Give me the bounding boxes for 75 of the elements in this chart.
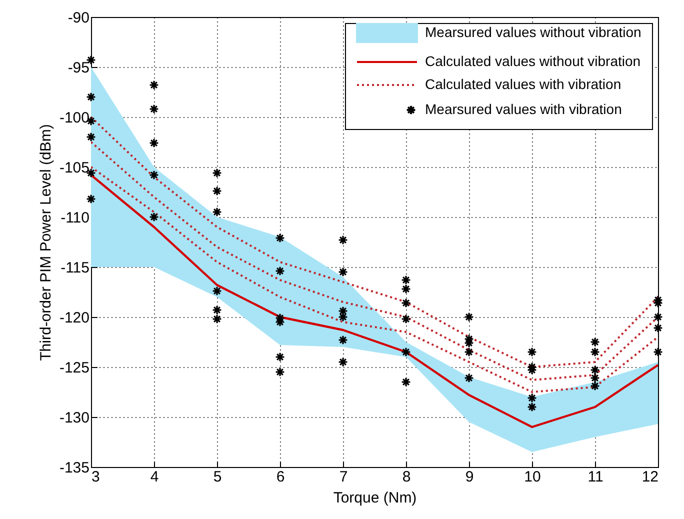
- y-tick-label: -90: [68, 10, 90, 26]
- point: [149, 104, 159, 114]
- point: [86, 132, 96, 142]
- legend-label: Calculated values with vibration: [425, 76, 622, 92]
- x-tick-label: 7: [339, 468, 348, 486]
- point: [464, 312, 474, 322]
- x-tick-label: 3: [92, 468, 100, 486]
- point: [401, 284, 411, 294]
- legend-label: Calculated values without vibration: [425, 53, 641, 69]
- point: [275, 317, 285, 327]
- x-tick-label: 6: [276, 468, 285, 486]
- y-tick-label: -100: [59, 110, 90, 126]
- point: [653, 347, 663, 357]
- point: [401, 377, 411, 387]
- point: [527, 347, 537, 357]
- point: [338, 267, 348, 277]
- point: [590, 381, 600, 391]
- point: [149, 80, 159, 90]
- x-tick-label: 11: [588, 468, 604, 486]
- line-series: [91, 174, 658, 428]
- y-tick-label: -120: [59, 310, 90, 326]
- point: [401, 298, 411, 308]
- point: [338, 306, 348, 316]
- y-axis-title: Third-order PIM Power Level (dBm): [37, 124, 54, 361]
- point: [275, 367, 285, 377]
- point: [527, 402, 537, 412]
- point: [464, 334, 474, 344]
- y-tick-label: -115: [60, 260, 90, 276]
- y-tick-label: -110: [60, 210, 90, 226]
- point: [86, 194, 96, 204]
- point: [401, 314, 411, 324]
- point: [338, 335, 348, 345]
- y-tick-label: -125: [59, 360, 90, 376]
- point: [275, 233, 285, 243]
- x-tick-label: 8: [402, 468, 411, 486]
- point: [338, 357, 348, 367]
- point: [212, 286, 222, 296]
- point: [464, 338, 474, 348]
- point: [590, 365, 600, 375]
- point: [212, 305, 222, 315]
- legend-label: Mearsured values without vibration: [425, 24, 642, 40]
- point: [590, 347, 600, 357]
- x-tick-label: 5: [213, 468, 222, 486]
- point: [212, 314, 222, 324]
- x-axis-title: Torque (Nm): [333, 490, 417, 506]
- point: [86, 92, 96, 102]
- point: [149, 212, 159, 222]
- point: [590, 337, 600, 347]
- y-tick-label: -95: [68, 60, 90, 76]
- point: [527, 393, 537, 403]
- point: [653, 312, 663, 322]
- point: [275, 313, 285, 323]
- x-tick-label: 4: [150, 468, 159, 486]
- y-tick-label: -105: [59, 160, 90, 176]
- point: [275, 352, 285, 362]
- y-tick-label: -135: [59, 460, 90, 476]
- point: [653, 323, 663, 333]
- point: [212, 168, 222, 178]
- x-tick-label: 10: [524, 468, 541, 486]
- point: [212, 186, 222, 196]
- x-tick-label: 9: [465, 468, 474, 486]
- point: [149, 138, 159, 148]
- point: [338, 235, 348, 245]
- point: [338, 312, 348, 322]
- point: [212, 207, 222, 217]
- y-tick-label: -130: [59, 410, 90, 426]
- legend-label: Mearsured values with vibration: [425, 101, 622, 117]
- point: [401, 347, 411, 357]
- point: [464, 373, 474, 383]
- point: [590, 373, 600, 383]
- point: [275, 266, 285, 276]
- point: [149, 170, 159, 180]
- point: [401, 275, 411, 285]
- x-tick-label: 12: [642, 468, 658, 486]
- point: [464, 347, 474, 357]
